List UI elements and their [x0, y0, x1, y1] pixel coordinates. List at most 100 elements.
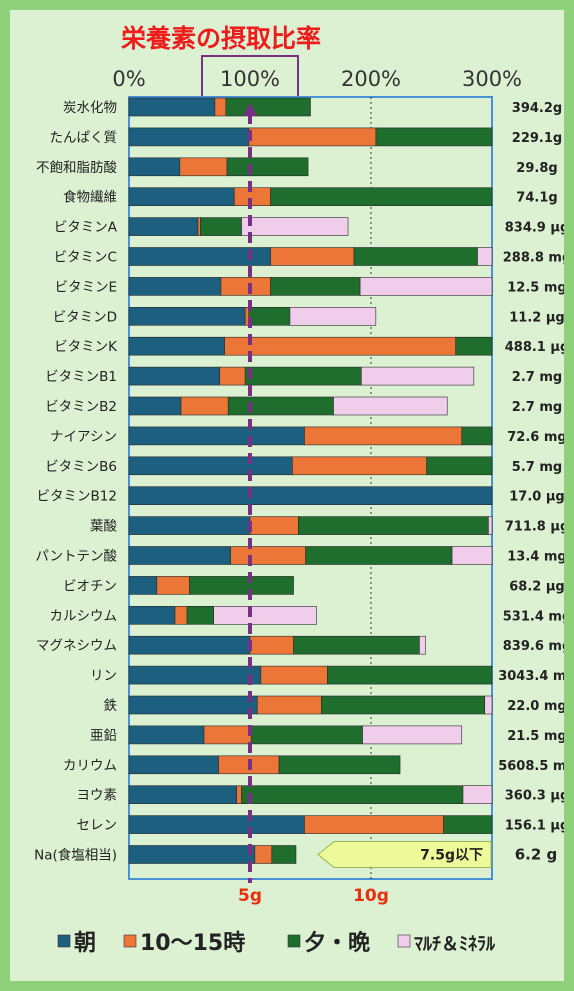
nutrient-chart: 栄養素の摂取比率 0% 100% 200% 300% 炭水化物 394.2g たんぱく質 2… [34, 24, 564, 956]
bar-segment-multi [484, 695, 493, 715]
legend-swatch [123, 934, 137, 948]
row-total-value: 11.2 μg [509, 310, 564, 325]
row-total-value: 394.2g [512, 101, 562, 116]
row-label: マグネシウム [36, 638, 117, 654]
row-total-value: 839.6 mg [503, 639, 564, 654]
x-tick-label: 0% [112, 67, 145, 91]
bar-segment-evening [278, 755, 401, 775]
row-label: ビタミンD [53, 309, 117, 325]
bar-segment-evening [298, 516, 489, 535]
row-total-value: 531.4 mg [503, 609, 564, 624]
row-total-value: 488.1 μg [505, 340, 564, 355]
sodium-limit-label: 7.5g以下 [420, 848, 483, 864]
bar-segment-breakfast [128, 546, 231, 565]
row-label: 亜鉛 [90, 728, 117, 744]
bar-segment-evening [241, 785, 464, 805]
row-total-value: 360.3 μg [505, 789, 564, 804]
row-label: 不飽和脂肪酸 [36, 160, 117, 176]
bar-segment-breakfast [128, 336, 225, 356]
row-total-value: 156.1 μg [505, 819, 564, 834]
bar-segment-multi [362, 725, 463, 745]
bar-segment-multi [477, 247, 493, 266]
row-label: ビタミンB1 [45, 369, 117, 385]
bar-segment-evening [353, 247, 478, 266]
bar-segment-breakfast [128, 695, 258, 715]
bar-segment-breakfast [128, 456, 293, 476]
bar-segment-breakfast [128, 845, 256, 864]
bar-segment-evening [461, 426, 493, 446]
row-label: ビタミンB2 [45, 399, 117, 415]
bar-segment-evening [443, 815, 493, 834]
bar-segment-multi [419, 635, 426, 655]
sodium-scale-tick: 10g [353, 886, 389, 906]
bar-segment-midday [214, 97, 227, 117]
bar-segment-evening [227, 396, 334, 416]
row-total-value: 74.1g [516, 191, 557, 206]
bar-segment-breakfast [128, 97, 216, 117]
row-label: 葉酸 [90, 519, 117, 535]
legend-swatch [287, 934, 301, 948]
row-total-value: 21.5 mg [507, 729, 564, 744]
bar-segment-evening [186, 605, 215, 625]
bar-segment-midday [260, 665, 328, 685]
bar-segment-evening [327, 665, 493, 685]
row-total-value: 68.2 μg [509, 579, 564, 594]
bar-segment-multi [333, 396, 448, 416]
bar-segment-evening [293, 635, 420, 655]
bar-segment-midday [304, 426, 463, 446]
row-total-value: 6.2 g [515, 846, 558, 864]
row-total-value: 12.5 mg [507, 280, 564, 295]
row-total-value: 22.0 mg [507, 699, 564, 714]
bar-segment-breakfast [128, 157, 181, 177]
row-total-value: 13.4 mg [507, 550, 564, 565]
bar-segment-breakfast [128, 785, 237, 805]
bar-segment-midday [254, 845, 273, 864]
bar-segment-evening [226, 157, 309, 177]
bar-segment-breakfast [128, 576, 158, 595]
bar-segment-midday [292, 456, 427, 476]
bar-segment-midday [174, 605, 188, 625]
row-label: ビオチン [63, 578, 117, 594]
bar-segment-midday [224, 336, 456, 356]
bar-segment-breakfast [128, 277, 222, 296]
bar-segment-evening [200, 217, 242, 236]
row-label: ビタミンE [54, 279, 117, 295]
row-label: ヨウ素 [77, 788, 118, 804]
row-label: リン [90, 668, 117, 684]
legend-swatch [57, 934, 71, 948]
chart-title: 栄養素の摂取比率 [120, 24, 321, 53]
bar-segment-breakfast [128, 396, 182, 416]
bar-segment-multi [488, 516, 493, 535]
bar-segment-evening [270, 187, 493, 206]
bar-segment-midday [220, 277, 271, 296]
row-total-value: 2.7 mg [512, 400, 562, 415]
row-total-value: 2.7 mg [512, 370, 562, 385]
bar-segment-evening [270, 277, 361, 296]
bar-segment-midday [256, 695, 322, 715]
row-total-value: 834.9 μg [505, 221, 564, 236]
row-label: カリウム [63, 758, 117, 774]
x-tick-label: 100% [220, 67, 280, 91]
bar-segment-breakfast [128, 306, 246, 326]
row-label: カルシウム [50, 608, 118, 624]
bar-segment-midday [230, 546, 306, 565]
bar-segment-multi [241, 217, 349, 236]
row-label: セレン [77, 818, 118, 834]
x-tick-label: 200% [341, 67, 401, 91]
bar-segment-midday [179, 157, 228, 177]
row-label: Na(食塩相当) [34, 847, 117, 864]
bar-segment-midday [180, 396, 229, 416]
bar-segment-breakfast [128, 665, 262, 685]
bar-segment-multi [361, 366, 475, 386]
bar-segment-midday [156, 576, 190, 595]
row-total-value: 29.8g [516, 161, 557, 176]
bar-segment-evening [321, 695, 486, 715]
bar-segment-midday [203, 725, 252, 745]
sodium-scale-tick: 5g [238, 886, 262, 906]
bar-segment-breakfast [128, 217, 199, 236]
bar-segment-multi [359, 277, 493, 296]
bar-segment-multi [462, 785, 493, 805]
legend: 朝 10～15時 夕・晩 ﾏﾙﾁ＆ﾐﾈﾗﾙ [57, 930, 496, 956]
row-total-value: 5.7 mg [512, 460, 562, 475]
row-total-value: 3043.4 mg [498, 669, 564, 684]
